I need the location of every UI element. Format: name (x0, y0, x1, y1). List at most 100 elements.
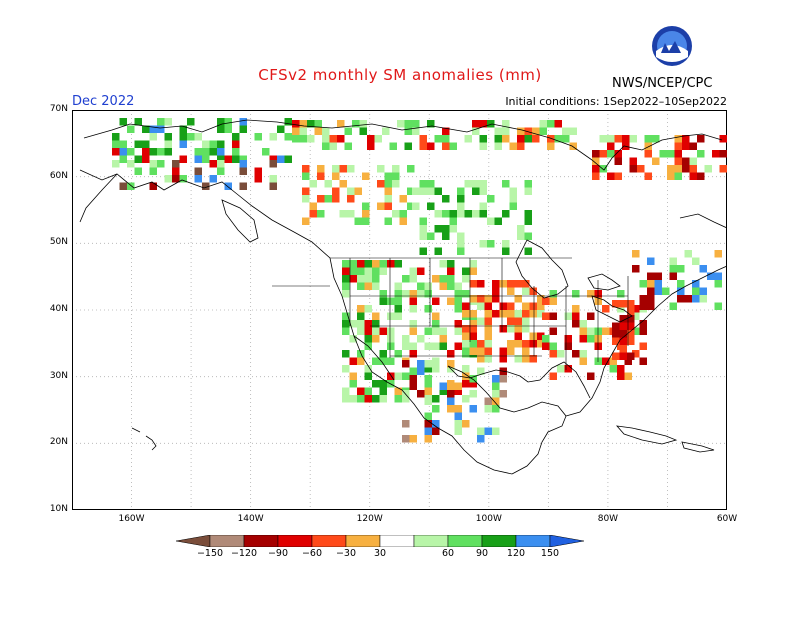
anomaly-cell (667, 165, 675, 173)
anomaly-cell (112, 133, 120, 141)
anomaly-cell (592, 157, 600, 165)
anomaly-cell (119, 155, 127, 163)
anomaly-cell (179, 125, 187, 133)
anomaly-cell (514, 325, 522, 333)
anomaly-cell (499, 375, 507, 383)
anomaly-cell (499, 325, 507, 333)
anomaly-cell (572, 290, 580, 298)
anomaly-cell (419, 187, 427, 195)
anomaly-cell (682, 135, 690, 143)
anomaly-cell (217, 167, 225, 175)
anomaly-cell (499, 280, 507, 288)
anomaly-cell (569, 142, 577, 150)
anomaly-cell (644, 142, 652, 150)
anomaly-cell (447, 260, 455, 268)
anomaly-cell (342, 320, 350, 328)
anomaly-cell (639, 295, 647, 303)
anomaly-cell (654, 287, 662, 295)
colorbar-segment (447, 535, 483, 547)
anomaly-cell (669, 272, 677, 280)
anomaly-cell (454, 387, 462, 395)
anomaly-cell (387, 342, 395, 350)
colorbar-segment (413, 535, 449, 547)
anomaly-cell (419, 217, 427, 225)
anomaly-cell (517, 232, 525, 240)
anomaly-cell (342, 350, 350, 358)
anomaly-cell (462, 380, 470, 388)
anomaly-cell (324, 180, 332, 188)
anomaly-cell (344, 127, 352, 135)
anomaly-cell (469, 332, 477, 340)
anomaly-cell (507, 310, 515, 318)
anomaly-cell (522, 280, 530, 288)
anomaly-cell (432, 312, 440, 320)
anomaly-cell (209, 148, 217, 156)
anomaly-cell (439, 327, 447, 335)
anomaly-cell (399, 195, 407, 203)
anomaly-cell (337, 135, 345, 143)
anomaly-cell (217, 160, 225, 168)
anomaly-cell (682, 165, 690, 173)
anomaly-cell (409, 342, 417, 350)
anomaly-cell (434, 187, 442, 195)
anomaly-cell (302, 187, 310, 195)
anomaly-cell (354, 187, 362, 195)
anomaly-cell (307, 120, 315, 128)
anomaly-cell (432, 275, 440, 283)
anomaly-cell (539, 120, 547, 128)
anomaly-cell (387, 335, 395, 343)
anomaly-cell (557, 350, 565, 358)
anomaly-cell (407, 202, 415, 210)
anomaly-cell (632, 327, 640, 335)
anomaly-cell (652, 135, 660, 143)
anomaly-cell (302, 195, 310, 203)
anomaly-cell (379, 267, 387, 275)
anomaly-cell (639, 357, 647, 365)
anomaly-cell (142, 148, 150, 156)
anomaly-cell (477, 295, 485, 303)
anomaly-cell (492, 397, 500, 405)
anomaly-cell (607, 150, 615, 158)
anomaly-cell (349, 395, 357, 403)
anomaly-cell (424, 375, 432, 383)
anomaly-cell (507, 287, 515, 295)
anomaly-cell (542, 342, 550, 350)
anomaly-cell (674, 172, 682, 180)
anomaly-cell (639, 302, 647, 310)
anomaly-cell (644, 172, 652, 180)
anomaly-cell (412, 120, 420, 128)
colorbar-tick-label: −120 (230, 548, 258, 559)
colorbar-tick-label: 90 (475, 548, 489, 559)
anomaly-cell (449, 225, 457, 233)
anomaly-cell (499, 302, 507, 310)
anomaly-cell (529, 287, 537, 295)
anomaly-cell (402, 372, 410, 380)
latitude-label: 40N (49, 304, 68, 314)
anomaly-cell (522, 340, 530, 348)
anomaly-cell (424, 435, 432, 443)
anomaly-cell (692, 280, 700, 288)
anomaly-cell (427, 232, 435, 240)
anomaly-cell (379, 395, 387, 403)
anomaly-cell (432, 405, 440, 413)
anomaly-cell (339, 165, 347, 173)
initial-conditions-label: Initial conditions: 1Sep2022–10Sep2022 (505, 95, 727, 108)
anomaly-cell (509, 195, 517, 203)
anomaly-cell (149, 133, 157, 141)
anomaly-cell (372, 327, 380, 335)
anomaly-cell (479, 120, 487, 128)
anomaly-cell (354, 217, 362, 225)
anomaly-cell (379, 387, 387, 395)
anomaly-cell (119, 140, 127, 148)
anomaly-cell (332, 187, 340, 195)
anomaly-cell (387, 260, 395, 268)
anomaly-cell (347, 165, 355, 173)
anomaly-cell (157, 160, 165, 168)
longitude-label: 140W (237, 514, 264, 524)
anomaly-cell (622, 135, 630, 143)
anomaly-cell (689, 165, 697, 173)
anomaly-cell (522, 302, 530, 310)
anomaly-cell (674, 165, 682, 173)
anomaly-cell (384, 202, 392, 210)
anomaly-cell (707, 272, 715, 280)
